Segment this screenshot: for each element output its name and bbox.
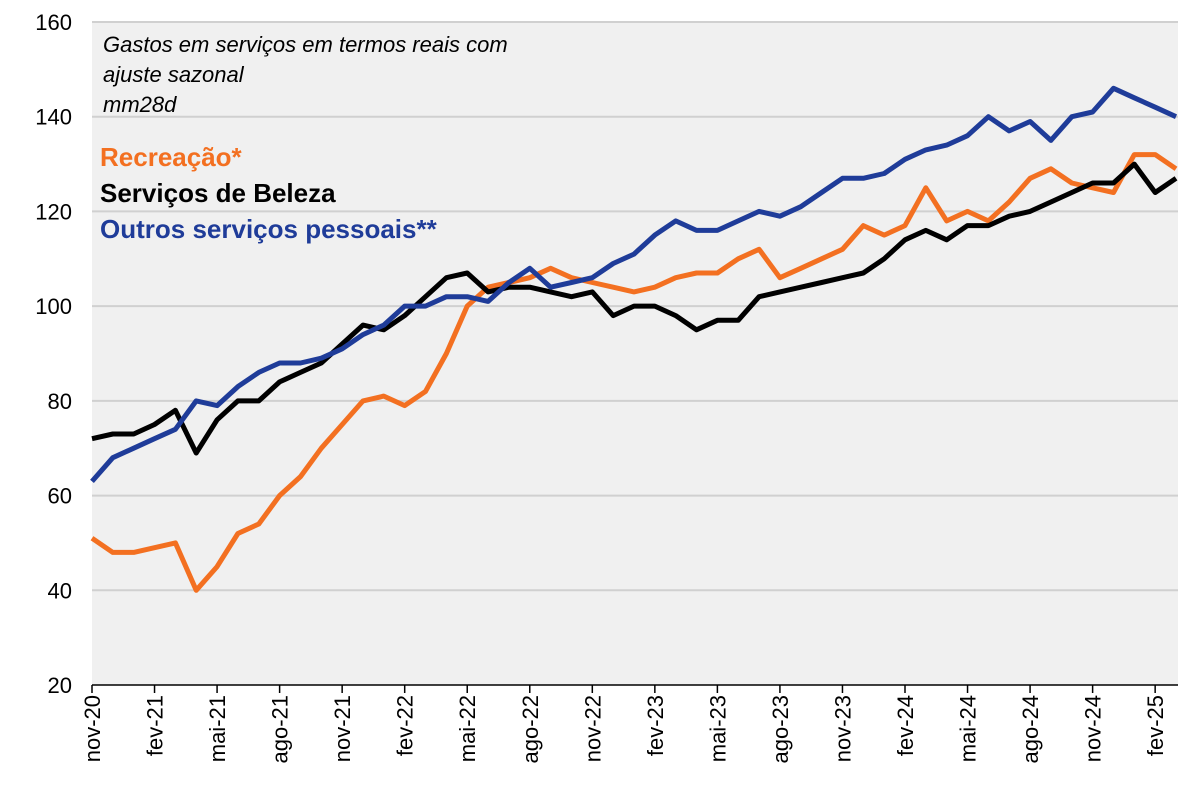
x-tick-label: fev-21 xyxy=(143,695,168,756)
y-tick-label: 140 xyxy=(35,105,72,130)
legend-entry: Recreação* xyxy=(100,142,243,172)
x-tick-label: nov-20 xyxy=(80,695,105,762)
y-tick-label: 40 xyxy=(48,578,72,603)
legend-entry: Outros serviços pessoais** xyxy=(100,214,438,244)
x-tick-label: nov-21 xyxy=(330,695,355,762)
y-tick-label: 100 xyxy=(35,294,72,319)
x-tick-label: ago-21 xyxy=(268,695,293,764)
y-tick-label: 120 xyxy=(35,199,72,224)
y-tick-label: 20 xyxy=(48,673,72,698)
series-line xyxy=(90,152,1178,593)
x-tick-label: nov-23 xyxy=(830,695,855,762)
x-tick-label: fev-25 xyxy=(1143,695,1168,756)
series-line xyxy=(91,161,1178,456)
x-tick-label: fev-23 xyxy=(643,695,668,756)
x-tick-label: ago-22 xyxy=(518,695,543,764)
x-tick-label: fev-22 xyxy=(393,695,418,756)
x-tick-label: mai-22 xyxy=(455,695,480,762)
plot-area xyxy=(92,22,1178,685)
x-tick-label: mai-21 xyxy=(205,695,230,762)
legend-entry: Serviços de Beleza xyxy=(100,178,336,208)
chart-title: Gastos em serviços em termos reais com xyxy=(103,32,508,57)
x-tick-label: ago-24 xyxy=(1018,695,1043,764)
x-tick-label: nov-22 xyxy=(580,695,605,762)
y-tick-label: 80 xyxy=(48,389,72,414)
chart-subtitle: mm28d xyxy=(103,92,177,117)
y-tick-label: 160 xyxy=(35,10,72,35)
y-tick-label: 60 xyxy=(48,484,72,509)
series-line xyxy=(90,85,1178,484)
x-tick-label: mai-23 xyxy=(705,695,730,762)
x-tick-label: mai-24 xyxy=(956,695,981,762)
chart-title: ajuste sazonal xyxy=(103,62,245,87)
x-tick-label: ago-23 xyxy=(768,695,793,764)
x-tick-label: fev-24 xyxy=(893,695,918,756)
x-tick-label: nov-24 xyxy=(1081,695,1106,762)
